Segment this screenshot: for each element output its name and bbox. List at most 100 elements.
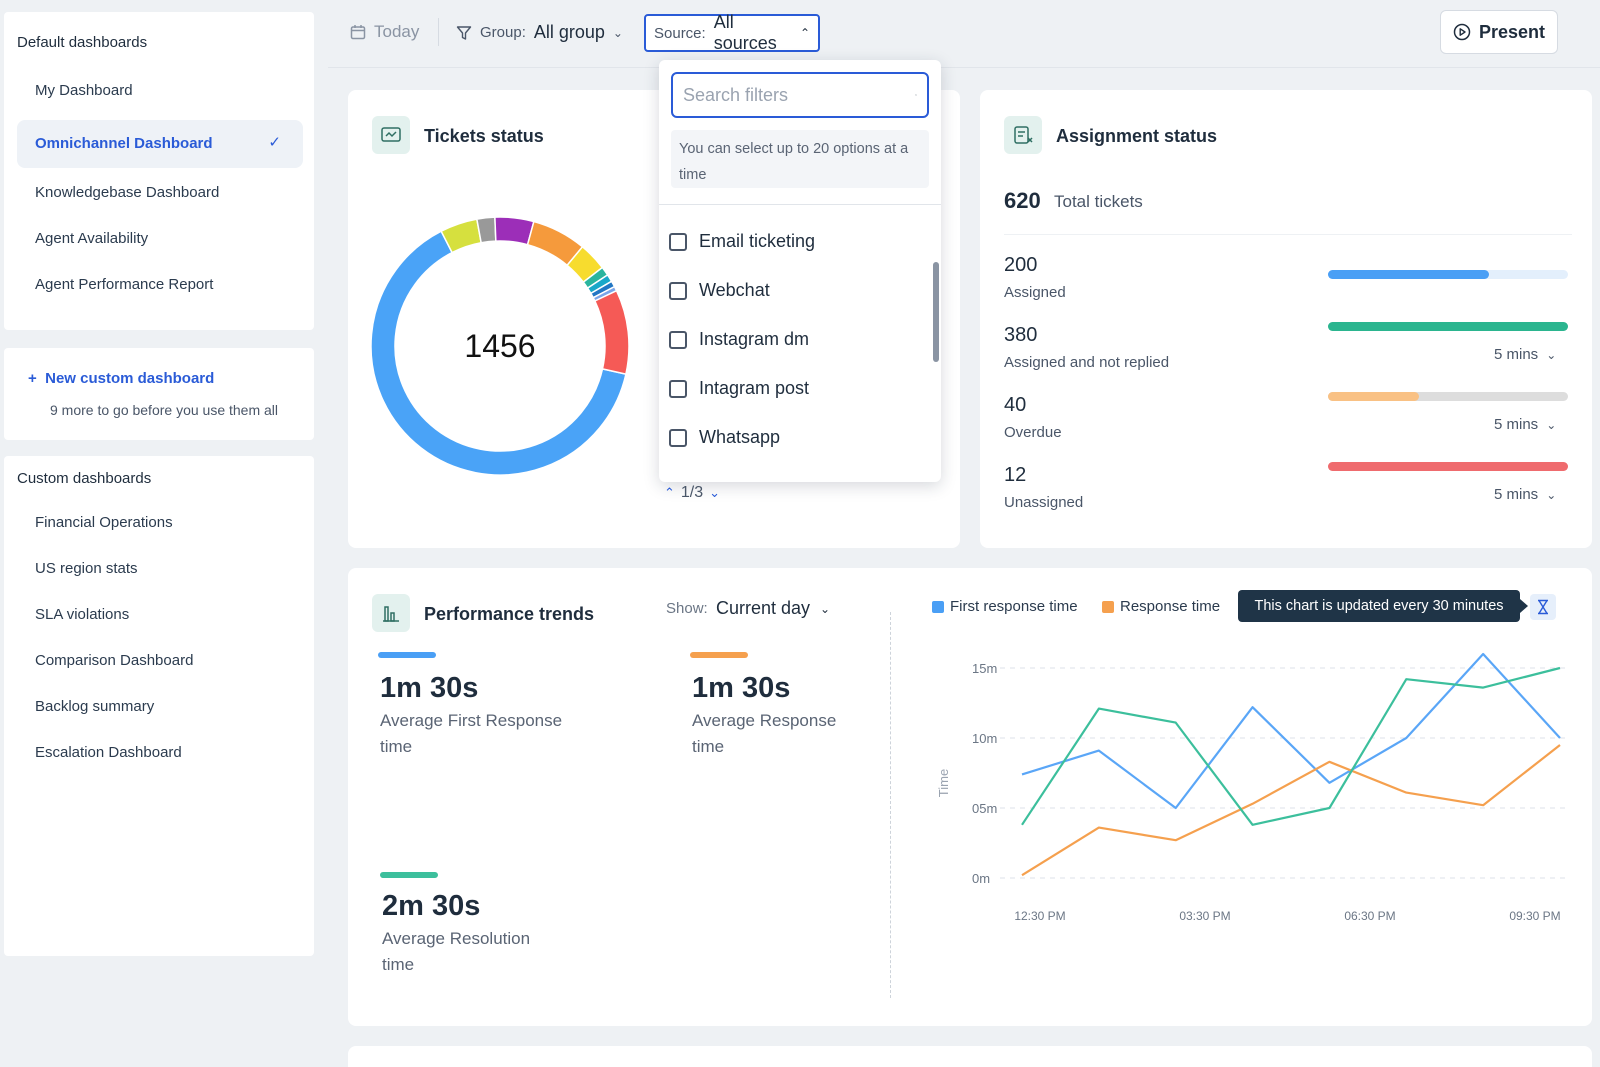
chevron-down-icon: ⌄ [612, 25, 623, 40]
option-webchat[interactable]: Webchat [669, 280, 770, 301]
period-select[interactable]: Current day ⌄ [716, 598, 830, 619]
sidebar-item-knowledgebase-dashboard[interactable]: Knowledgebase Dashboard [35, 184, 220, 201]
unassigned-bar [1328, 462, 1568, 471]
x-tick-label: 12:30 PM [1014, 909, 1065, 923]
assigned-not-replied-label: Assigned and not replied [1004, 354, 1170, 371]
legend-swatch [1102, 600, 1114, 613]
checkbox[interactable] [669, 428, 687, 447]
sidebar-item-omnichannel-dashboard[interactable]: Omnichannel Dashboard ✓ [17, 120, 303, 168]
unassigned-count: 12 [1004, 464, 1027, 486]
option-label: Webchat [699, 280, 770, 300]
option-instagram-post[interactable]: Intagram post [669, 378, 809, 399]
calendar-icon [350, 25, 366, 40]
source-filter[interactable]: Source: All sources ⌃ [644, 12, 820, 53]
new-custom-card: + New custom dashboard 9 more to go befo… [4, 348, 314, 440]
chevron-up-icon[interactable]: ⌃ [664, 485, 675, 500]
option-instagram-dm[interactable]: Instagram dm [669, 329, 809, 350]
chevron-down-icon: ⌄ [1546, 347, 1557, 362]
metric-first-response-value: 1m 30s [380, 672, 479, 704]
sidebar-item-my-dashboard[interactable]: My Dashboard [35, 82, 133, 99]
date-filter[interactable]: Today [350, 22, 419, 42]
scrollbar-thumb[interactable] [933, 262, 939, 362]
option-label: Whatsapp [699, 427, 781, 447]
new-custom-dashboard-hint: 9 more to go before you use them all [50, 402, 279, 418]
total-tickets-count: 620 [1004, 188, 1041, 213]
metric-first-response-label: Average First Response time [380, 711, 563, 756]
checkbox[interactable] [669, 281, 687, 300]
donut-chart-area: 1456 [370, 196, 630, 496]
period-value: Current day [716, 598, 811, 618]
metric-response-bar [690, 652, 748, 658]
search-icon [915, 94, 917, 96]
chevron-down-icon: ⌄ [1546, 417, 1557, 432]
assigned-bar [1328, 270, 1568, 279]
overdue-mins-select[interactable]: 5 mins ⌄ [1494, 416, 1556, 433]
unassigned-mins-select[interactable]: 5 mins ⌄ [1494, 486, 1556, 503]
filter-icon [456, 25, 472, 40]
chevron-down-icon[interactable]: ⌄ [709, 485, 721, 500]
sla-mins-value: 5 mins [1494, 346, 1539, 363]
selection-limit-note: You can select up to 20 options at a tim… [671, 130, 929, 188]
sidebar-item-label: Omnichannel Dashboard [35, 135, 213, 152]
metric-resolution-label: Average Resolution time [382, 929, 531, 974]
sidebar-item-us-region-stats[interactable]: US region stats [35, 560, 138, 577]
assigned-label: Assigned [1004, 284, 1066, 301]
sidebar-item-sla-violations[interactable]: SLA violations [35, 606, 130, 623]
donut-chart [370, 216, 630, 476]
metric-resolution-value: 2m 30s [382, 890, 481, 922]
donut-slice[interactable] [370, 230, 627, 476]
chevron-up-icon: ⌃ [799, 26, 810, 40]
y-axis-label: Time [936, 769, 951, 797]
metric-response-value: 1m 30s [692, 672, 791, 704]
series-line[interactable] [1021, 652, 1561, 810]
group-filter[interactable]: Group: All group ⌄ [456, 22, 623, 43]
checkbox[interactable] [669, 379, 687, 398]
sidebar-item-financial-operations[interactable]: Financial Operations [35, 514, 173, 531]
sidebar-item-agent-availability[interactable]: Agent Availability [35, 230, 149, 247]
series-line[interactable] [1021, 744, 1561, 877]
checkbox[interactable] [669, 330, 687, 349]
assignment-status-title: Assignment status [1056, 126, 1218, 146]
sidebar-item-agent-performance-report[interactable]: Agent Performance Report [35, 276, 214, 293]
group-filter-label: Group: [480, 24, 526, 41]
top-filter-bar: Today Group: All group ⌄ Source: All sou… [328, 0, 1600, 68]
legend-first-response[interactable]: First response time [932, 598, 1078, 615]
performance-line-chart: 0m 05m 10m 15m Time 12:30 PM 03:30 PM 06:30 PM 0… [936, 652, 1568, 923]
legend-response[interactable]: Response time [1102, 598, 1220, 615]
option-label: Instagram dm [699, 329, 810, 349]
sidebar-item-escalation-dashboard[interactable]: Escalation Dashboard [35, 744, 182, 761]
option-email-ticketing[interactable]: Email ticketing [669, 231, 815, 252]
sidebar-item-backlog-summary[interactable]: Backlog summary [35, 698, 155, 715]
overdue-count: 40 [1004, 394, 1027, 416]
ticket-icon [372, 116, 410, 154]
source-filter-value: All sources [713, 12, 777, 53]
sidebar-item-comparison-dashboard[interactable]: Comparison Dashboard [35, 652, 194, 669]
hourglass-icon[interactable] [1530, 594, 1556, 620]
present-button[interactable]: Present [1440, 10, 1558, 54]
bar-chart-icon [372, 594, 410, 632]
metric-resolution-bar [380, 872, 438, 878]
donut-slice[interactable] [593, 289, 630, 376]
sla-mins-select[interactable]: 5 mins ⌄ [1494, 346, 1556, 363]
metric-first-response-bar [378, 652, 436, 658]
chevron-down-icon: ⌄ [1546, 487, 1557, 502]
legend-label: First response time [950, 598, 1078, 615]
total-tickets-label: Total tickets [1054, 192, 1143, 211]
divider [1004, 234, 1572, 235]
series-line[interactable] [1021, 666, 1561, 826]
y-tick-label: 0m [972, 871, 990, 886]
assigned-count: 200 [1004, 254, 1038, 276]
x-tick-label: 09:30 PM [1509, 909, 1560, 923]
new-custom-dashboard-link[interactable]: + New custom dashboard [28, 370, 214, 387]
checkbox[interactable] [669, 232, 687, 251]
group-filter-value: All group [533, 22, 605, 42]
unassigned-mins-value: 5 mins [1494, 486, 1539, 503]
search-input[interactable] [683, 84, 915, 106]
new-custom-dashboard-label: New custom dashboard [45, 370, 215, 387]
custom-dashboards-card: Custom dashboards Financial Operations U… [4, 456, 314, 956]
x-tick-label: 06:30 PM [1344, 909, 1395, 923]
option-label: Email ticketing [699, 231, 816, 251]
option-whatsapp[interactable]: Whatsapp [669, 427, 780, 448]
search-field[interactable] [671, 72, 929, 118]
y-tick-label: 10m [972, 731, 997, 746]
